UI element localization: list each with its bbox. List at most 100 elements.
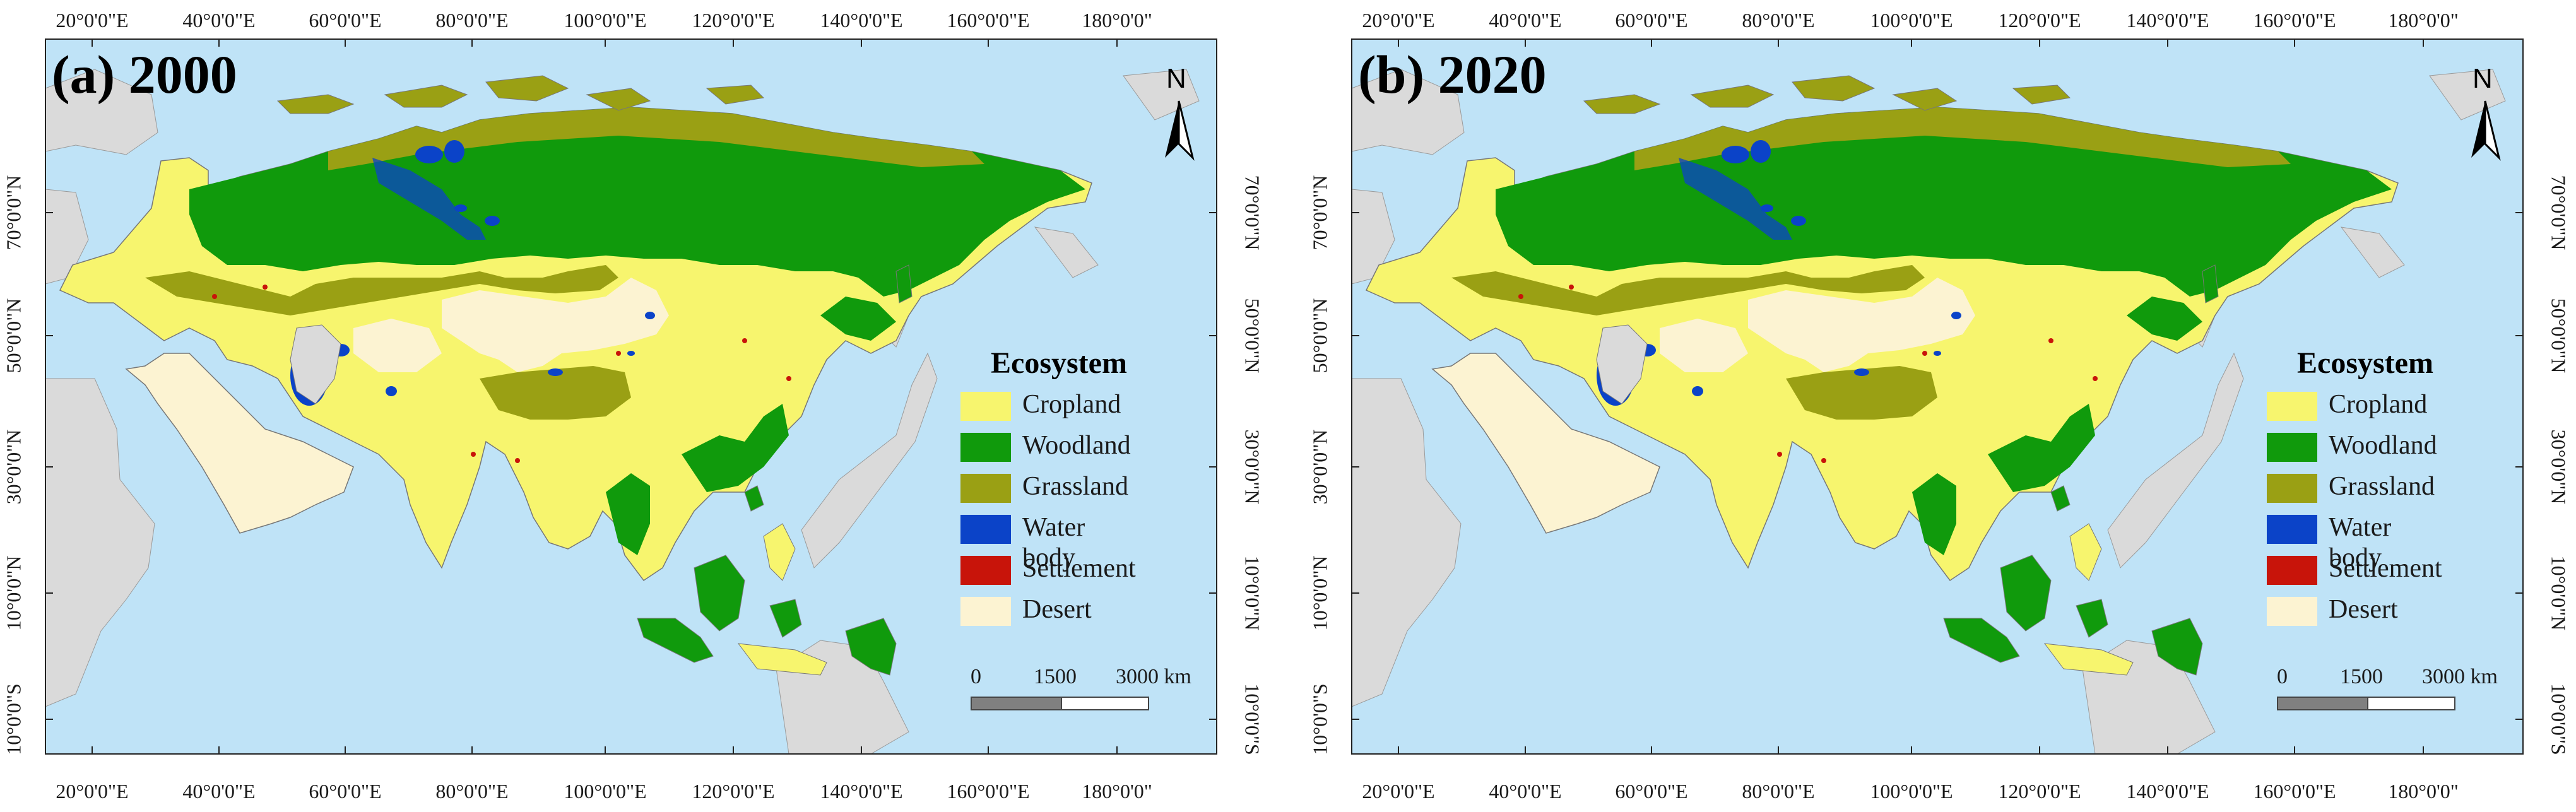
latitude-label-right: 30°0'0"N <box>2547 429 2570 505</box>
latitude-label-left: 30°0'0"N <box>1308 429 1332 505</box>
woodland-swatch <box>2267 433 2317 462</box>
legend-label: Water body <box>1022 513 1085 572</box>
longitude-label-bottom: 180°0'0" <box>2388 780 2459 803</box>
longitude-label-bottom: 100°0'0"E <box>564 780 647 803</box>
scale-bar-filled <box>2277 697 2368 710</box>
map-frame <box>1351 38 2524 755</box>
woodland-swatch <box>960 433 1011 462</box>
north-arrow-label: N <box>2473 63 2493 94</box>
legend-label: Grassland <box>1022 472 1128 501</box>
longitude-label-bottom: 120°0'0"E <box>1998 780 2081 803</box>
longitude-label-top: 100°0'0"E <box>564 9 647 32</box>
map-canvas <box>1351 38 2524 755</box>
southeast-asia-islands <box>1943 264 2219 676</box>
longitude-label-top: 60°0'0"E <box>309 9 382 32</box>
longitude-label-top: 20°0'0"E <box>56 9 129 32</box>
latitude-label-right: 10°0'0"S <box>1241 683 1264 755</box>
latitude-label-left: 70°0'0"N <box>1308 175 1332 250</box>
scale-bar-empty <box>1061 697 1149 710</box>
scale-label-start: 0 <box>2277 665 2288 688</box>
latitude-label-left: 10°0'0"S <box>2 683 25 755</box>
legend-item-grassland: Grassland <box>2242 462 2435 503</box>
longitude-label-top: 40°0'0"E <box>182 9 256 32</box>
map-panel-2000: (a) 2000 N Ecosystem Cropland Woodland G… <box>0 0 1264 812</box>
grassland-swatch <box>960 474 1011 503</box>
longitude-label-top: 60°0'0"E <box>1615 9 1688 32</box>
settlement-swatch <box>960 556 1011 585</box>
map-panel-2020: (b) 2020 N Ecosystem Cropland Woodland G… <box>1306 0 2570 812</box>
latitude-label-right: 50°0'0"N <box>1241 298 1264 374</box>
north-arrow-icon <box>1165 100 1195 161</box>
legend-item-woodland: Woodland <box>2242 421 2437 462</box>
legend-item-cropland: Cropland <box>935 380 1127 421</box>
settlement-areas <box>212 285 791 463</box>
settlement-areas <box>1518 285 2098 463</box>
latitude-label-left: 10°0'0"N <box>1308 555 1332 631</box>
latitude-label-right: 10°0'0"N <box>1241 555 1264 631</box>
longitude-label-bottom: 20°0'0"E <box>1362 780 1435 803</box>
panel-title: (b) 2020 <box>1358 44 1547 105</box>
longitude-label-bottom: 60°0'0"E <box>1615 780 1688 803</box>
legend-title: Ecosystem <box>2297 346 2433 380</box>
north-arrow: N <box>2466 63 2504 164</box>
latitude-label-right: 10°0'0"S <box>2547 683 2570 755</box>
water-body-swatch <box>2267 515 2317 544</box>
graticule-ticks <box>45 39 1217 754</box>
longitude-label-bottom: 100°0'0"E <box>1870 780 1953 803</box>
legend-label: Desert <box>2329 595 2398 624</box>
legend-label: Cropland <box>1022 390 1121 419</box>
cropland-swatch <box>2267 392 2317 421</box>
latitude-label-right: 30°0'0"N <box>1241 429 1264 505</box>
latitude-label-right: 50°0'0"N <box>2547 298 2570 374</box>
longitude-label-bottom: 140°0'0"E <box>820 780 903 803</box>
legend: Ecosystem Cropland Woodland Grassland Wa… <box>935 346 1136 627</box>
latitude-label-right: 10°0'0"N <box>2547 555 2570 631</box>
longitude-label-bottom: 40°0'0"E <box>1489 780 1562 803</box>
water-body-swatch <box>960 515 1011 544</box>
scale-label-end: 3000 km <box>1116 665 1191 688</box>
longitude-label-bottom: 140°0'0"E <box>2126 780 2209 803</box>
longitude-label-top: 120°0'0"E <box>1998 9 2081 32</box>
legend-label: Cropland <box>2329 390 2428 419</box>
legend-label: Woodland <box>2329 431 2437 460</box>
scale-label-mid: 1500 <box>2340 665 2383 688</box>
longitude-label-bottom: 160°0'0"E <box>2253 780 2336 803</box>
longitude-label-bottom: 80°0'0"E <box>1742 780 1815 803</box>
longitude-label-top: 160°0'0"E <box>2253 9 2336 32</box>
longitude-label-top: 160°0'0"E <box>947 9 1030 32</box>
latitude-label-right: 70°0'0"N <box>2547 175 2570 250</box>
legend-item-cropland: Cropland <box>2242 380 2433 421</box>
longitude-label-top: 140°0'0"E <box>820 9 903 32</box>
latitude-label-left: 10°0'0"S <box>1308 683 1332 755</box>
latitude-label-left: 30°0'0"N <box>2 429 25 505</box>
desert-swatch <box>2267 597 2317 626</box>
map-frame <box>45 38 1217 755</box>
legend-item-water-body: Water body <box>2242 503 2433 572</box>
legend-title: Ecosystem <box>991 346 1127 380</box>
longitude-label-top: 20°0'0"E <box>1362 9 1435 32</box>
desert-swatch <box>960 597 1011 626</box>
scale-label-start: 0 <box>971 665 981 688</box>
longitude-label-top: 40°0'0"E <box>1489 9 1562 32</box>
legend-item-desert: Desert <box>935 585 1127 627</box>
legend-item-water-body: Water body <box>935 503 1127 572</box>
latitude-label-left: 70°0'0"N <box>2 175 25 250</box>
longitude-label-bottom: 160°0'0"E <box>947 780 1030 803</box>
scale-label-mid: 1500 <box>1034 665 1077 688</box>
longitude-label-top: 80°0'0"E <box>435 9 509 32</box>
panel-title: (a) 2000 <box>52 44 237 105</box>
longitude-label-top: 140°0'0"E <box>2126 9 2209 32</box>
legend-item-woodland: Woodland <box>935 421 1131 462</box>
legend-label: Water body <box>2329 513 2392 572</box>
legend-item-desert: Desert <box>2242 585 2433 627</box>
southeast-asia-islands <box>637 264 913 676</box>
map-canvas <box>45 38 1217 755</box>
legend-label: Woodland <box>1022 431 1131 460</box>
legend-item-settlement: Settlement <box>935 544 1136 585</box>
scale-bar-filled <box>971 697 1062 710</box>
north-arrow: N <box>1160 63 1198 164</box>
cropland-swatch <box>960 392 1011 421</box>
graticule-ticks <box>1352 39 2523 754</box>
longitude-label-bottom: 80°0'0"E <box>435 780 509 803</box>
longitude-label-top: 100°0'0"E <box>1870 9 1953 32</box>
